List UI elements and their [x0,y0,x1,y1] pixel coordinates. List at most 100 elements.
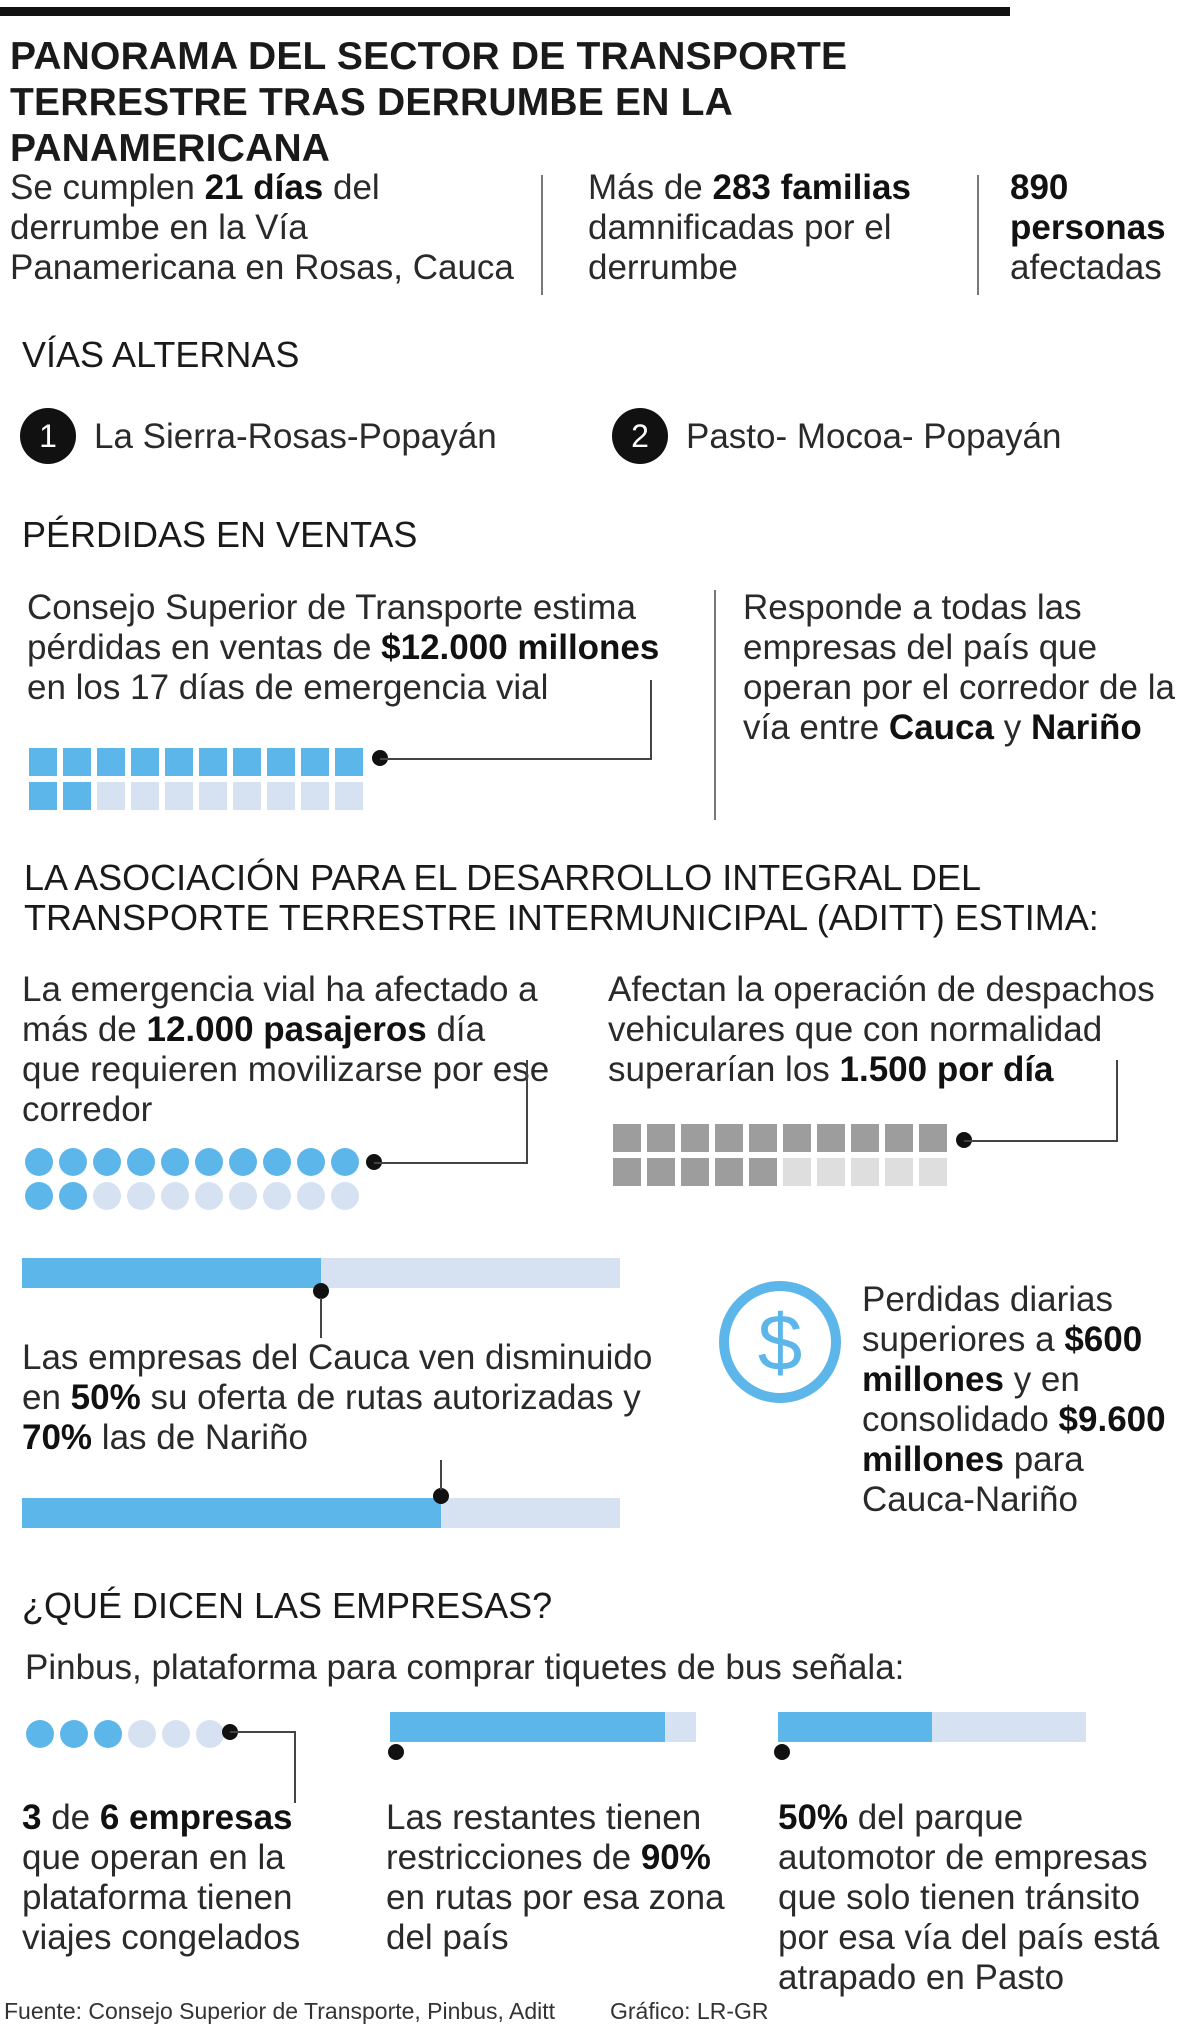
parque-value: 50% [778,1798,849,1837]
svg-text:$: $ [758,1298,803,1387]
connector-dot [774,1744,790,1760]
picto-circle-empty [128,1720,156,1748]
pasajeros-value: 12.000 pasajeros [146,1010,427,1049]
picto-square-filled [749,1158,777,1186]
perdidas-pictogram [29,748,363,810]
perdidas-note: Responde a todas las empresas del país q… [743,588,1198,748]
restricciones-text-post: en rutas por esa zona del país [386,1878,725,1957]
aditt-heading-line-1: LA ASOCIACIÓN PARA EL DESARROLLO INTEGRA… [24,857,981,898]
picto-square-filled [29,782,57,810]
empresas-text-mid: de [41,1798,100,1837]
picto-circle-filled [59,1182,87,1210]
picto-square-empty [919,1158,947,1186]
perdidas-text-post: en los 17 días de emergencia vial [27,668,549,707]
restricciones-text-pre: Las restantes tienen restricciones de [386,1798,702,1877]
picto-square-filled [267,748,295,776]
perdidas-note-cauca: Cauca [888,708,994,747]
picto-square-filled [817,1124,845,1152]
footer-credit: Gráfico: LR-GR [610,1998,769,2024]
rutas-text-post: las de Nariño [92,1418,309,1457]
pasajeros-text-post: día que requieren movilizarse por ese co… [22,1010,550,1129]
stat-personas-post: afectadas [1010,248,1162,287]
picto-circle-filled [26,1720,54,1748]
picto-circle-filled [161,1148,189,1176]
picto-square-empty [783,1158,811,1186]
rutas-text-pre: Las empresas del Cauca ven disminuido en [22,1338,653,1417]
empresas-intro: Pinbus, plataforma para comprar tiquetes… [25,1648,905,1687]
bar-parque [778,1712,1086,1742]
perdidas-value: $12.000 millones [381,628,660,667]
bar-fill [22,1258,321,1288]
picto-square-filled [613,1158,641,1186]
stat-personas-value: 890 personas [1010,168,1166,247]
picto-circle-empty [161,1182,189,1210]
picto-square-empty [817,1158,845,1186]
picto-square-filled [647,1158,675,1186]
stat-familias-post: damnificadas por el derrumbe [588,208,892,287]
picto-square-filled [29,748,57,776]
despachos-value: 1.500 por día [839,1050,1054,1089]
picto-square-filled [613,1124,641,1152]
diarias-text-mid: y en consolidado [862,1360,1080,1439]
rutas-text-mid: su oferta de rutas autorizadas y [140,1378,641,1417]
bar-restricciones [390,1712,696,1742]
despachos-text: Afectan la operación de despachos vehicu… [608,970,1198,1090]
picto-square-filled [715,1158,743,1186]
picto-square-filled [63,782,91,810]
picto-circle-filled [60,1720,88,1748]
picto-circle-empty [331,1182,359,1210]
pasajeros-pictogram [25,1148,359,1210]
picto-square-filled [783,1124,811,1152]
perdidas-heading: PÉRDIDAS EN VENTAS [22,514,418,555]
picto-circle-filled [229,1148,257,1176]
picto-circle-filled [59,1148,87,1176]
despachos-pictogram [613,1124,947,1186]
perdidas-note-mid: y [993,708,1031,747]
picto-circle-empty [195,1182,223,1210]
dollar-circle-icon: $ [718,1280,842,1404]
diarias-value: $600 millones [862,1320,1143,1399]
picto-square-empty [885,1158,913,1186]
diarias-text-pre: Perdidas diarias superiores a [862,1280,1113,1359]
stat-dias-post: del derrumbe en la Vía Panamericana en R… [10,168,514,287]
title-line-1: PANORAMA DEL SECTOR DE TRANSPORTE [10,35,848,78]
vias-heading: VÍAS ALTERNAS [22,334,300,375]
picto-circle-filled [127,1148,155,1176]
picto-square-filled [851,1124,879,1152]
picto-circle-filled [25,1182,53,1210]
empresas-total: 6 empresas [99,1798,293,1837]
bar-fill [778,1712,932,1742]
empresas-pictogram [26,1720,224,1748]
bar-fill [390,1712,666,1742]
picto-square-filled [301,748,329,776]
connector-line [230,1731,296,1803]
connector-dot [313,1283,329,1299]
connector-line [380,680,652,760]
connector-line [439,1460,442,1490]
connector-line [320,1298,322,1338]
picto-square-filled [681,1158,709,1186]
stat-dias-pre: Se cumplen [10,168,205,207]
picto-square-empty [335,782,363,810]
stat-familias-pre: Más de [588,168,713,207]
picto-square-filled [63,748,91,776]
picto-square-filled [131,748,159,776]
divider [541,175,543,295]
pasajeros-text-pre: La emergencia vial ha afectado a más de [22,970,538,1049]
rutas-text: Las empresas del Cauca ven disminuido en… [22,1338,662,1458]
picto-square-empty [851,1158,879,1186]
perdidas-note-pre: Responde a todas las empresas del país q… [743,588,1175,747]
consolidado-value: $9.600 millones [862,1400,1166,1479]
picto-circle-filled [297,1148,325,1176]
picto-square-filled [919,1124,947,1152]
picto-circle-empty [263,1182,291,1210]
picto-square-empty [199,782,227,810]
picto-square-filled [885,1124,913,1152]
picto-circle-empty [127,1182,155,1210]
picto-square-empty [233,782,261,810]
divider [977,175,979,295]
divider [714,590,716,820]
picto-square-filled [199,748,227,776]
rutas-narino-value: 70% [22,1418,93,1457]
top-rule [0,7,1010,16]
